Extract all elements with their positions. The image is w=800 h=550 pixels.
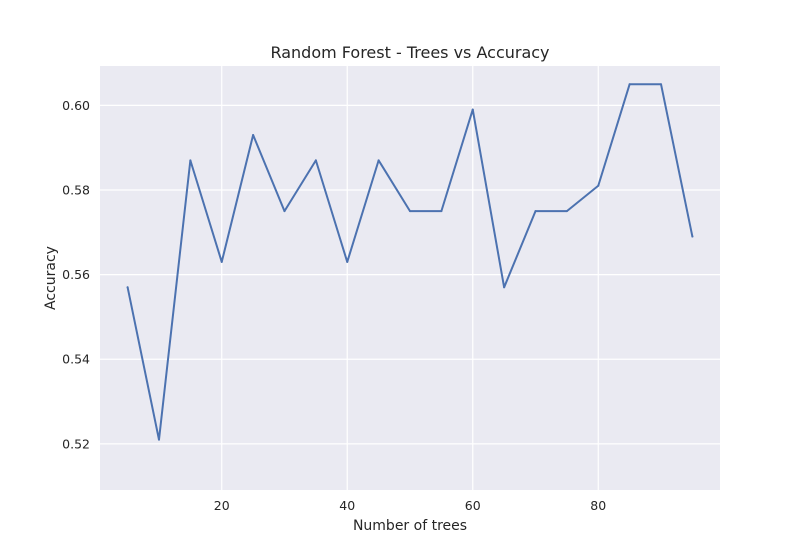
x-tick-label: 80 [590, 498, 606, 513]
data-point [471, 108, 474, 111]
data-point [503, 286, 506, 289]
data-point [283, 210, 286, 213]
y-gridlines [100, 104, 720, 445]
x-tick-label: 40 [339, 498, 355, 513]
data-point [565, 210, 568, 213]
data-point [126, 286, 129, 289]
data-point [314, 159, 317, 162]
data-point [440, 210, 443, 213]
chart-title: Random Forest - Trees vs Accuracy [270, 43, 549, 62]
x-tick-label: 20 [214, 498, 230, 513]
x-tick-label: 60 [465, 498, 481, 513]
data-point [252, 133, 255, 136]
data-point [220, 260, 223, 263]
y-tick-label: 0.54 [62, 352, 90, 367]
y-tick-label: 0.58 [62, 182, 90, 197]
data-point [377, 159, 380, 162]
data-point [157, 438, 160, 441]
x-axis-label: Number of trees [353, 518, 467, 534]
data-point [628, 83, 631, 86]
y-tick-label: 0.52 [62, 436, 90, 451]
y-axis-label: Accuracy [43, 246, 59, 310]
series-layer [126, 83, 694, 441]
x-tick-labels: 20 40 60 80 [214, 498, 606, 513]
data-point [534, 210, 537, 213]
data-point [691, 235, 694, 238]
data-point [660, 83, 663, 86]
y-tick-label: 0.60 [62, 98, 90, 113]
plot-area [100, 66, 720, 490]
y-tick-labels: 0.52 0.54 0.56 0.58 0.60 [62, 98, 90, 452]
data-point [409, 210, 411, 213]
y-tick-label: 0.56 [62, 267, 90, 282]
data-point [189, 159, 192, 162]
data-point [346, 260, 349, 263]
x-gridlines [221, 66, 599, 490]
data-point [597, 184, 600, 187]
